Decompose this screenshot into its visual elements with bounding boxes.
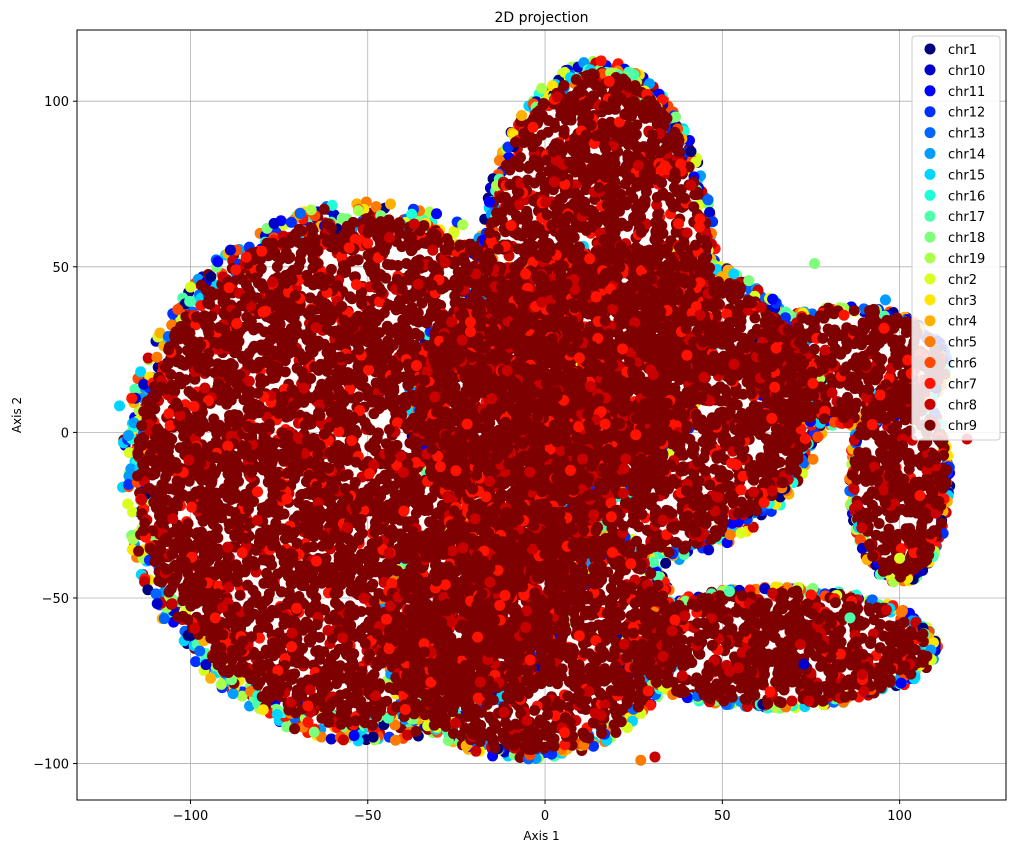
data-point	[158, 613, 170, 625]
data-point	[151, 598, 163, 610]
data-point	[728, 268, 740, 280]
data-point	[516, 110, 528, 122]
data-point	[305, 204, 317, 216]
data-point	[807, 453, 819, 465]
data-point	[896, 605, 908, 617]
data-point	[685, 145, 697, 157]
data-point	[702, 194, 714, 206]
data-points	[114, 55, 973, 766]
data-point	[660, 557, 672, 569]
data-point	[133, 545, 145, 557]
data-point	[337, 734, 349, 746]
data-point	[126, 392, 138, 404]
data-point	[595, 55, 607, 67]
data-point	[470, 745, 482, 757]
data-point	[385, 198, 397, 210]
data-point	[308, 726, 320, 738]
data-point	[767, 293, 779, 305]
data-point	[224, 244, 236, 256]
data-point	[205, 271, 217, 283]
data-point	[406, 208, 418, 220]
data-point	[194, 645, 206, 657]
data-point	[185, 281, 197, 293]
data-point	[457, 219, 469, 231]
chart-title: 2D projection	[494, 10, 588, 26]
data-point	[285, 216, 297, 228]
data-point	[257, 704, 269, 716]
data-point	[735, 527, 747, 539]
data-point	[190, 656, 202, 668]
data-point	[348, 730, 360, 742]
data-point	[138, 378, 150, 390]
data-point	[895, 677, 907, 689]
data-point	[184, 295, 196, 307]
data-point	[318, 203, 330, 215]
data-point	[352, 205, 364, 217]
data-point	[236, 690, 248, 702]
data-point	[271, 708, 283, 720]
data-point	[122, 429, 134, 441]
data-point	[154, 327, 166, 339]
data-point	[302, 716, 314, 728]
data-point	[389, 719, 401, 731]
data-point	[126, 506, 138, 518]
data-point	[743, 275, 755, 287]
data-point	[703, 544, 715, 556]
data-point	[483, 196, 495, 208]
data-point	[289, 723, 301, 735]
data-point	[150, 588, 162, 600]
data-point	[205, 672, 217, 684]
data-point	[215, 678, 227, 690]
data-point	[123, 447, 135, 459]
data-point	[212, 256, 224, 268]
data-point	[122, 498, 134, 510]
data-point	[431, 208, 443, 220]
data-point	[367, 731, 379, 743]
data-point	[227, 688, 239, 700]
data-point	[172, 304, 184, 316]
data-point	[294, 207, 306, 219]
data-point	[142, 584, 154, 596]
data-point	[268, 217, 280, 229]
data-point	[812, 431, 824, 443]
data-point	[410, 725, 422, 737]
data-point	[362, 237, 374, 249]
data-point	[390, 734, 402, 746]
data-point	[536, 82, 548, 94]
